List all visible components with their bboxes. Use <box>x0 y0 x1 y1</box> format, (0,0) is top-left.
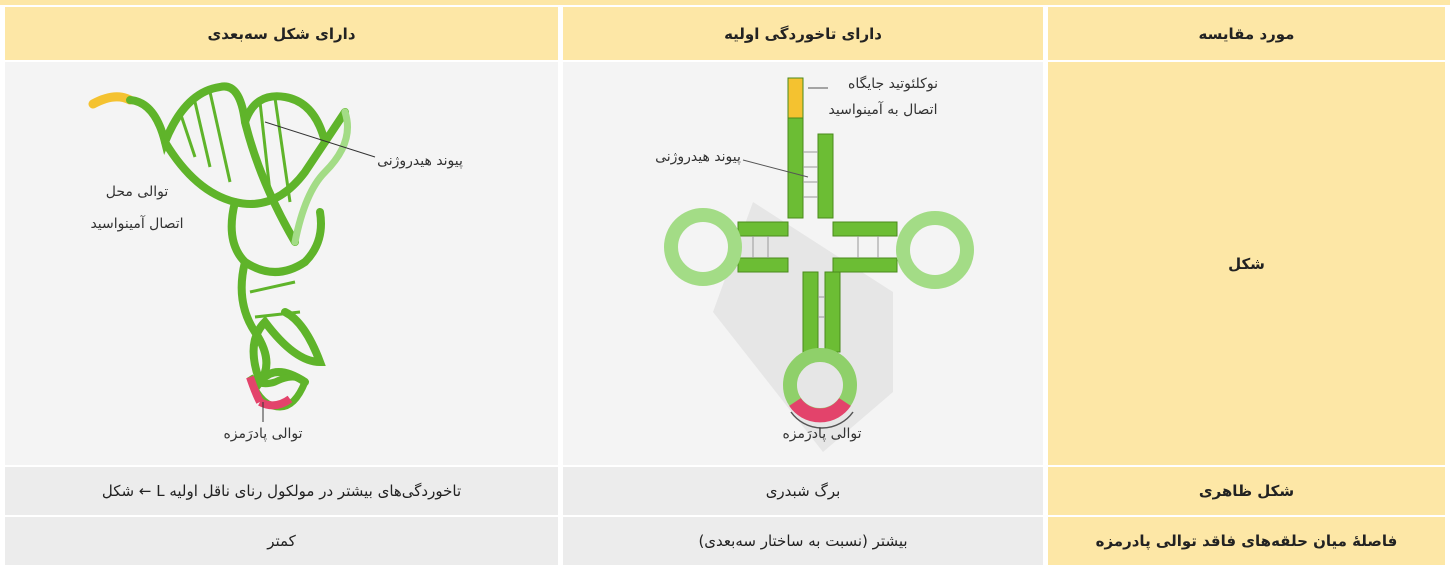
cell: برگ شبدری <box>563 467 1043 515</box>
row: شکل ظاهری برگ شبدری تاخوردگی‌های بیشتر د… <box>5 467 1445 515</box>
figure-label: اتصال به آمینواسید <box>829 101 938 118</box>
row-label: شکل <box>1048 62 1445 465</box>
top-bar <box>0 0 1450 5</box>
figure-label: اتصال آمینواسید <box>90 215 183 232</box>
header-row: مورد مقایسه دارای تاخوردگی اولیه دارای ش… <box>5 7 1445 60</box>
row-label: شکل ظاهری <box>1048 467 1445 515</box>
figure-cell: پیوند هیدروژنی توالی محل اتصال آمینواسید… <box>5 62 558 465</box>
cell: بیشتر (نسبت به ساختار سه‌بعدی) <box>563 517 1043 565</box>
figure-label: نوکلئوتید جایگاه <box>848 75 938 92</box>
header-cell: مورد مقایسه <box>1048 7 1445 60</box>
figure-label: توالی محل <box>106 184 169 200</box>
figure-label: توالی پادرَمزه <box>223 426 302 442</box>
cell: کمتر <box>5 517 558 565</box>
figure-label: پیوند هیدروژنی <box>655 149 741 165</box>
row: فاصلهٔ میان حلقه‌های فاقد توالی پادرمزه … <box>5 517 1445 565</box>
header-cell: دارای شکل سه‌بعدی <box>5 7 558 60</box>
three-d-figure: پیوند هیدروژنی توالی محل اتصال آمینواسید… <box>88 82 463 442</box>
loop <box>664 208 742 286</box>
cloverleaf-figure: نوکلئوتید جایگاه اتصال به آمینواسید پیون… <box>655 75 974 452</box>
loop <box>896 211 974 289</box>
row: شکل <box>5 62 1445 465</box>
row-label: فاصلهٔ میان حلقه‌های فاقد توالی پادرمزه <box>1048 517 1445 565</box>
header-cell: دارای تاخوردگی اولیه <box>563 7 1043 60</box>
comparison-table: مورد مقایسه دارای تاخوردگی اولیه دارای ش… <box>0 5 1450 567</box>
figure-label: توالی پادرَمزه <box>782 426 861 442</box>
anticodon <box>789 397 851 423</box>
figure-cell: نوکلئوتید جایگاه اتصال به آمینواسید پیون… <box>563 62 1043 465</box>
cell: تاخوردگی‌های بیشتر در مولکول رنای ناقل ا… <box>5 467 558 515</box>
figure-label: پیوند هیدروژنی <box>377 153 463 169</box>
